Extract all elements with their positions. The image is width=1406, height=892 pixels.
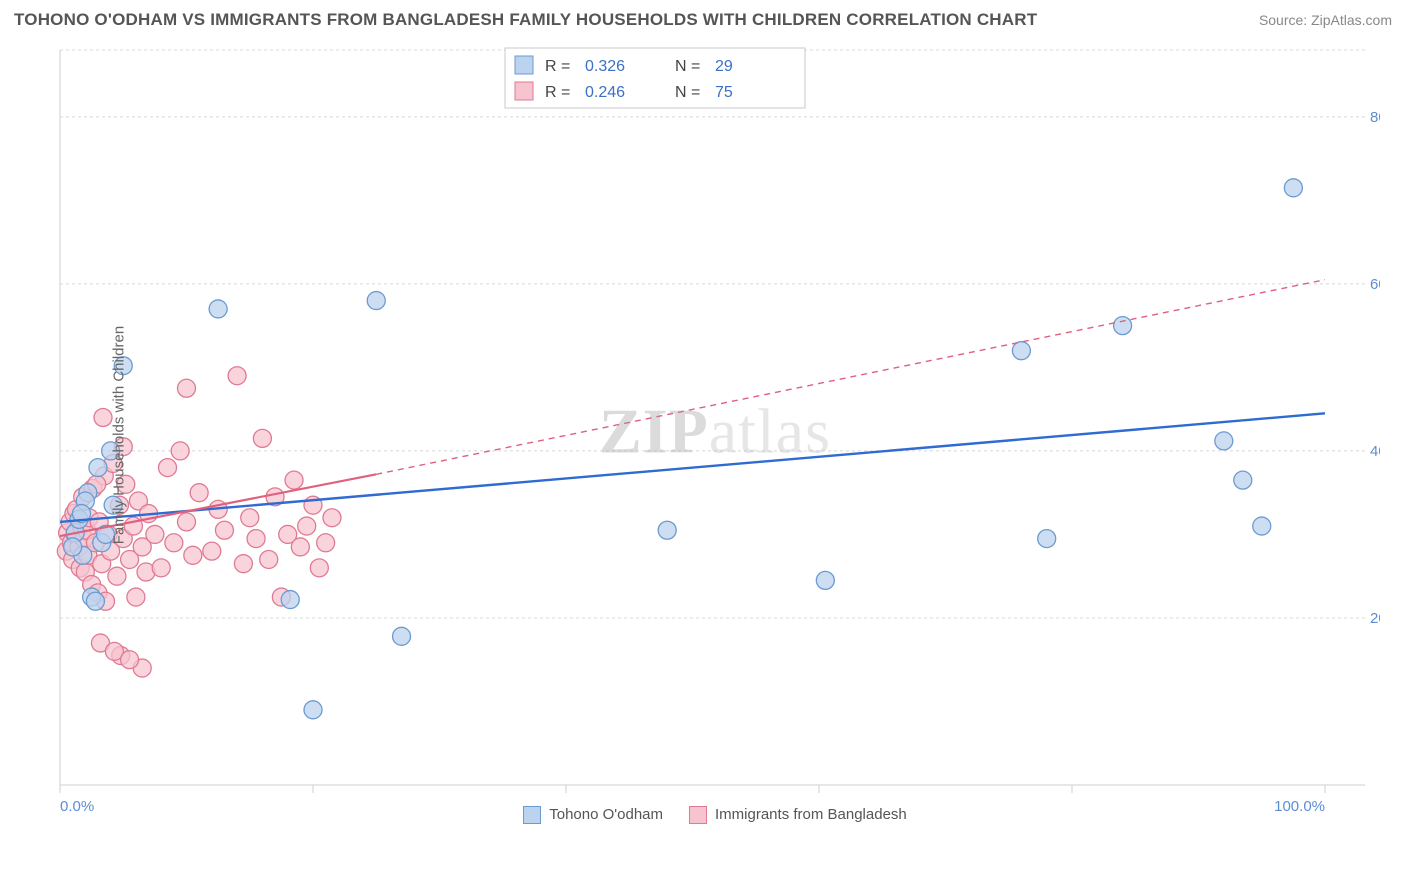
svg-text:N =: N = [675,84,700,101]
svg-text:20.0%: 20.0% [1370,610,1380,627]
plot-area: Family Households with Children ZIPatlas… [50,40,1380,830]
svg-text:60.0%: 60.0% [1370,276,1380,293]
svg-text:40.0%: 40.0% [1370,443,1380,460]
svg-text:R =: R = [545,84,570,101]
svg-text:80.0%: 80.0% [1370,109,1380,126]
bottom-legend: Tohono O'odham Immigrants from Banglades… [50,800,1380,830]
chart-title: TOHONO O'ODHAM VS IMMIGRANTS FROM BANGLA… [14,10,1037,30]
svg-text:0.246: 0.246 [585,84,625,101]
source-label: Source: ZipAtlas.com [1259,12,1392,28]
svg-text:75: 75 [715,84,733,101]
y-axis-label: Family Households with Children [111,326,128,544]
svg-text:N =: N = [675,58,700,75]
legend-item-tohono: Tohono O'odham [523,806,663,824]
legend-swatch-bangladesh [689,806,707,824]
legend-swatch-tohono [523,806,541,824]
svg-text:R =: R = [545,58,570,75]
legend-item-bangladesh: Immigrants from Bangladesh [689,806,907,824]
svg-text:29: 29 [715,58,733,75]
svg-text:0.326: 0.326 [585,58,625,75]
chart-svg: 20.0%40.0%60.0%80.0%0.0%100.0%R =0.326N … [50,40,1380,830]
